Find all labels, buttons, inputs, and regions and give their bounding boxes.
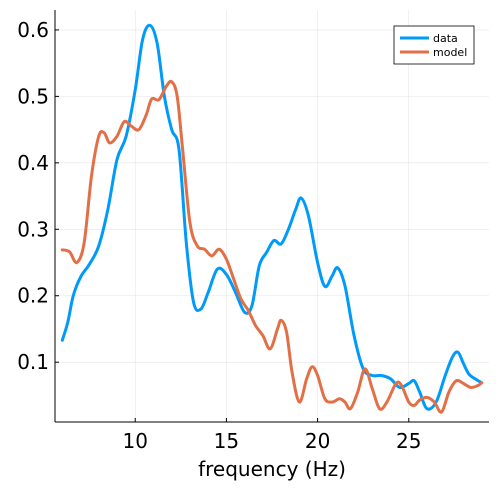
- x-axis-title: frequency (Hz): [198, 457, 346, 481]
- x-tick-label: 25: [396, 429, 421, 453]
- x-tick-label: 10: [123, 429, 148, 453]
- axes: [55, 10, 489, 422]
- series-line-data: [62, 25, 481, 409]
- legend-label-model: model: [433, 46, 467, 59]
- y-tick-label: 0.3: [17, 217, 49, 241]
- x-tick-label: 20: [305, 429, 330, 453]
- y-tick-label: 0.1: [17, 350, 49, 374]
- ticks: 10 15 20 25 0.1 0.2 0.3 0.4 0.5 0.6: [17, 18, 421, 453]
- x-tick-label: 15: [214, 429, 239, 453]
- y-tick-label: 0.2: [17, 284, 49, 308]
- legend-label-data: data: [433, 32, 458, 45]
- legend: data model: [394, 26, 474, 64]
- y-tick-label: 0.4: [17, 151, 49, 175]
- y-tick-label: 0.6: [17, 18, 49, 42]
- grid-lines: [55, 10, 489, 422]
- y-tick-label: 0.5: [17, 84, 49, 108]
- series-lines: [62, 25, 481, 412]
- series-line-model: [62, 81, 481, 412]
